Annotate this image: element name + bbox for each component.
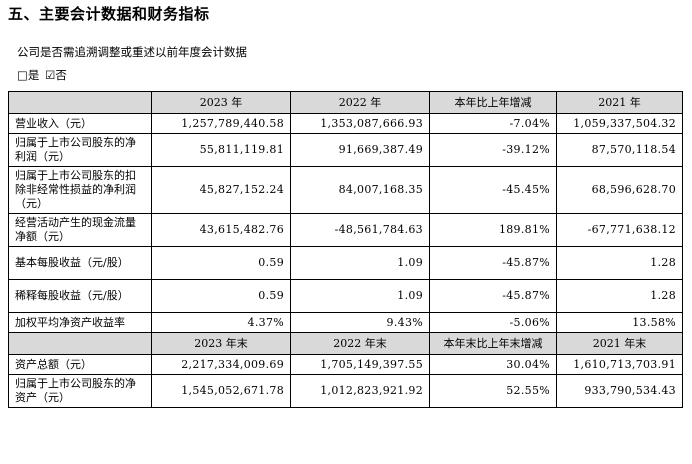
- table-cell: 9.43%: [290, 312, 430, 333]
- header-cell: 2022 年末: [290, 332, 430, 355]
- header-cell: [8, 332, 152, 355]
- row-label: 归属于上市公司股东的扣除非经常性损益的净利润（元）: [8, 166, 152, 214]
- table-cell: 43,615,482.76: [151, 213, 291, 247]
- table-row: 归属于上市公司股东的扣除非经常性损益的净利润（元） 45,827,152.24 …: [8, 166, 683, 214]
- table-cell: 84,007,168.35: [290, 166, 430, 214]
- restatement-options: □是 ☑否: [17, 67, 69, 83]
- header-cell: 本年比上年增减: [429, 91, 557, 114]
- table-cell: 1,059,337,504.32: [556, 113, 683, 134]
- table-cell: -7.04%: [429, 113, 557, 134]
- table-cell: 0.59: [151, 246, 291, 280]
- table-cell: -39.12%: [429, 133, 557, 167]
- row-label: 加权平均净资产收益率: [8, 312, 152, 333]
- table-cell: 87,570,118.54: [556, 133, 683, 167]
- table-cell: 45,827,152.24: [151, 166, 291, 214]
- table-cell: 2,217,334,009.69: [151, 354, 291, 375]
- row-label: 归属于上市公司股东的净资产（元）: [8, 374, 152, 408]
- table-cell: 1,610,713,703.91: [556, 354, 683, 375]
- table-cell: 1,353,087,666.93: [290, 113, 430, 134]
- header-cell: 2023 年末: [151, 332, 291, 355]
- table-cell: 1.28: [556, 279, 683, 313]
- table-row: 经营活动产生的现金流量净额（元） 43,615,482.76 -48,561,7…: [8, 213, 683, 247]
- table-cell: 13.58%: [556, 312, 683, 333]
- table-cell: 52.55%: [429, 374, 557, 408]
- row-label: 基本每股收益（元/股）: [8, 246, 152, 280]
- row-label: 归属于上市公司股东的净利润（元）: [8, 133, 152, 167]
- table-cell: 1,257,789,440.58: [151, 113, 291, 134]
- option-yes-checkbox[interactable]: □是: [17, 68, 40, 82]
- option-no-checkbox[interactable]: ☑否: [45, 68, 67, 82]
- table-cell: -45.87%: [429, 246, 557, 280]
- header-cell: 2023 年: [151, 91, 291, 114]
- table-cell: 933,790,534.43: [556, 374, 683, 408]
- table-row: 归属于上市公司股东的净利润（元） 55,811,119.81 91,669,38…: [8, 133, 683, 167]
- row-label: 经营活动产生的现金流量净额（元）: [8, 213, 152, 247]
- table-row: 稀释每股收益（元/股） 0.59 1.09 -45.87% 1.28: [8, 279, 683, 313]
- table-cell: 1,012,823,921.92: [290, 374, 430, 408]
- table-row: 归属于上市公司股东的净资产（元） 1,545,052,671.78 1,012,…: [8, 374, 683, 408]
- row-label: 营业收入（元）: [8, 113, 152, 134]
- financial-indicators-table: 2023 年 2022 年 本年比上年增减 2021 年 营业收入（元） 1,2…: [8, 91, 683, 408]
- table-cell: 1,705,149,397.55: [290, 354, 430, 375]
- table-cell: 189.81%: [429, 213, 557, 247]
- header-cell: [8, 91, 152, 114]
- table-row: 营业收入（元） 1,257,789,440.58 1,353,087,666.9…: [8, 113, 683, 134]
- table-row: 资产总额（元） 2,217,334,009.69 1,705,149,397.5…: [8, 354, 683, 375]
- header-cell: 2022 年: [290, 91, 430, 114]
- table-cell: 1,545,052,671.78: [151, 374, 291, 408]
- table-row: 加权平均净资产收益率 4.37% 9.43% -5.06% 13.58%: [8, 312, 683, 333]
- table-cell: 4.37%: [151, 312, 291, 333]
- table-cell: 1.28: [556, 246, 683, 280]
- table-row: 基本每股收益（元/股） 0.59 1.09 -45.87% 1.28: [8, 246, 683, 280]
- table-header-row: 2023 年末 2022 年末 本年末比上年末增减 2021 年末: [8, 332, 683, 355]
- table-cell: 0.59: [151, 279, 291, 313]
- table-header-row: 2023 年 2022 年 本年比上年增减 2021 年: [8, 91, 683, 114]
- table-cell: -48,561,784.63: [290, 213, 430, 247]
- table-cell: 55,811,119.81: [151, 133, 291, 167]
- table-cell: 30.04%: [429, 354, 557, 375]
- table-cell: 1.09: [290, 279, 430, 313]
- section-title: 五、主要会计数据和财务指标: [8, 5, 210, 23]
- header-cell: 2021 年: [556, 91, 683, 114]
- table-cell: 68,596,628.70: [556, 166, 683, 214]
- header-cell: 2021 年末: [556, 332, 683, 355]
- table-cell: 1.09: [290, 246, 430, 280]
- restatement-question: 公司是否需追溯调整或重述以前年度会计数据: [17, 45, 247, 59]
- table-cell: -67,771,638.12: [556, 213, 683, 247]
- row-label: 稀释每股收益（元/股）: [8, 279, 152, 313]
- table-cell: -5.06%: [429, 312, 557, 333]
- row-label: 资产总额（元）: [8, 354, 152, 375]
- header-cell: 本年末比上年末增减: [429, 332, 557, 355]
- table-cell: -45.45%: [429, 166, 557, 214]
- table-cell: 91,669,387.49: [290, 133, 430, 167]
- table-cell: -45.87%: [429, 279, 557, 313]
